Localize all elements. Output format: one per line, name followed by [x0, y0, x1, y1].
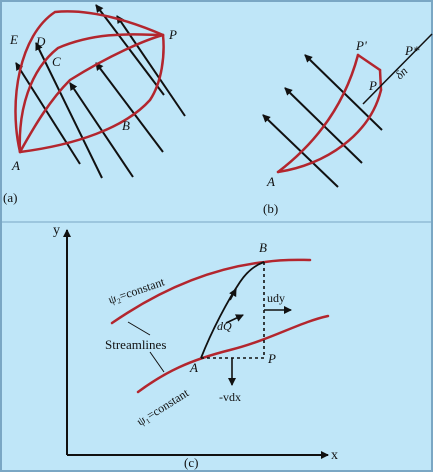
streamline-psi2 [110, 258, 312, 325]
label-P-c: P [267, 351, 276, 366]
panel-a: E D C P B A (a) [3, 4, 186, 205]
stream-surface-a [14, 10, 165, 154]
label-B: B [122, 118, 130, 133]
label-D: D [35, 34, 46, 49]
label-streamlines: Streamlines [105, 337, 166, 352]
label-dQ: dQ [217, 319, 232, 333]
segment-Pprime-Pstar [356, 53, 382, 72]
flow-arrow [15, 62, 81, 165]
streamline-D [18, 33, 165, 154]
flow-arrow [35, 42, 103, 179]
panel-a-caption: (a) [3, 190, 17, 205]
control-curve-arrow [229, 288, 237, 301]
streamline-psi1 [136, 314, 330, 394]
label-P: P [168, 27, 177, 42]
streamline-A-P [276, 88, 383, 174]
x-axis-label: x [331, 448, 338, 463]
label-P-b: P [368, 78, 377, 93]
label-B-c: B [259, 240, 267, 255]
label-udy: udy [267, 291, 285, 305]
label-C: C [52, 54, 61, 69]
flow-arrow [69, 82, 134, 178]
streamlines-c [110, 258, 330, 394]
panel-b-caption: (b) [263, 201, 278, 216]
flow-arrow [95, 62, 164, 153]
y-axis-label: y [53, 223, 60, 238]
streamline-A-Pprime [276, 53, 360, 174]
streamline-C [18, 33, 165, 154]
label-E: E [9, 32, 18, 47]
label-vdx: -vdx [219, 390, 241, 404]
label-A-b: A [266, 174, 275, 189]
flow-arrow [116, 15, 186, 117]
label-Pstar: P* [404, 43, 420, 58]
label-Pprime: P' [355, 38, 367, 53]
control-curve-A-B [200, 261, 265, 359]
dQ-arrow [225, 314, 244, 324]
flow-arrows-a [15, 4, 186, 179]
panel-c-caption: (c) [184, 455, 198, 470]
normal-direction-line [362, 33, 433, 105]
label-A-c: A [189, 360, 198, 375]
panel-b: P' P* P δn A (b) [262, 33, 433, 216]
leader-line-lower [149, 351, 165, 373]
flow-arrow [95, 4, 165, 96]
label-A: A [11, 158, 20, 173]
leader-line-upper [127, 321, 151, 336]
streamline-B [18, 33, 165, 154]
streamline-E [14, 10, 165, 154]
